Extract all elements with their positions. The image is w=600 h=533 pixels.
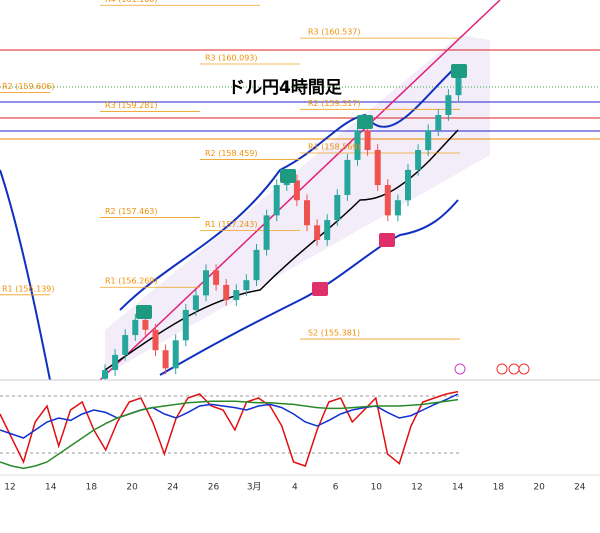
signals	[136, 64, 530, 375]
candle-body	[263, 215, 270, 250]
candle-body	[243, 280, 250, 291]
pivot-label: S2 (155.381)	[308, 329, 360, 338]
pivot-label: R4 (161.100)	[105, 0, 158, 4]
candle-body	[425, 130, 432, 151]
x-tick-label: 26	[208, 483, 220, 493]
candle-body	[445, 95, 452, 115]
x-tick-label: 10	[371, 483, 383, 493]
candle-body	[122, 335, 129, 355]
x-tick-label: 20	[533, 483, 545, 493]
pivot-label: R3 (160.093)	[205, 54, 258, 63]
oscillator-line	[0, 398, 459, 470]
pivot-label: R1 (157.243)	[205, 220, 258, 229]
x-tick-label: 24	[574, 483, 586, 493]
candle-body	[172, 340, 179, 369]
candle-body	[304, 200, 310, 226]
pivot-label: R2 (157.463)	[105, 207, 158, 216]
candle-body	[223, 284, 230, 301]
candle-body	[455, 75, 462, 96]
candle-body	[132, 319, 139, 336]
plot	[0, 4, 462, 380]
candle-body	[182, 309, 189, 341]
candle-body	[102, 370, 108, 379]
channel	[105, 35, 490, 375]
candle-body	[152, 329, 159, 351]
candle-body	[334, 194, 341, 221]
candle-body	[384, 185, 391, 216]
x-tick-label: 3月	[247, 482, 262, 493]
x-tick-label: 6	[333, 483, 339, 493]
candle-body	[213, 270, 220, 285]
x-tick-label: 4	[292, 483, 298, 493]
pivot-label: R2 (158.459)	[205, 149, 258, 158]
candle-body	[324, 220, 331, 240]
pivot-label: R3 (159.281)	[105, 101, 158, 110]
x-tick-label: 14	[45, 483, 57, 493]
candle-body	[293, 180, 300, 201]
x-tick-label: 24	[167, 483, 179, 493]
candle-body	[112, 354, 119, 371]
candle-body	[374, 150, 381, 186]
x-tick-label: 12	[4, 483, 15, 493]
candle-body	[233, 290, 240, 301]
candle-body	[364, 130, 371, 151]
candle-body	[405, 169, 411, 201]
pivot-label: R1 (156.269)	[105, 277, 158, 286]
candle-body	[344, 159, 351, 195]
x-tick-label: 20	[126, 483, 138, 493]
candle-body	[435, 114, 442, 131]
pivot-label: R1 (156.139)	[2, 284, 55, 293]
oscillator-line	[0, 390, 459, 467]
candle-body	[192, 295, 199, 310]
candle-body	[314, 225, 321, 240]
pivot-label: R3 (160.537)	[308, 28, 361, 37]
x-tick-label: 12	[411, 483, 422, 493]
candle-body	[394, 200, 401, 216]
candle-body	[142, 319, 149, 330]
candle-body	[253, 249, 260, 281]
x-tick-label: 14	[452, 483, 464, 493]
chart-title: ドル円4時間足	[228, 77, 342, 98]
candle-body	[203, 270, 209, 296]
candle-body	[273, 185, 280, 216]
oscillator-line	[0, 393, 459, 439]
candle-body	[162, 350, 169, 369]
x-tick-label: 18	[86, 483, 98, 493]
pivot-label: R1 (158.569)	[308, 142, 361, 151]
x-tick-label: 18	[493, 483, 505, 493]
pivot-label: R2 (159.606)	[2, 82, 55, 91]
pivot-label: R2 (159.317)	[308, 99, 361, 108]
fixed-lines	[0, 0, 600, 380]
candle-body	[354, 130, 361, 160]
candle-body	[415, 150, 422, 170]
